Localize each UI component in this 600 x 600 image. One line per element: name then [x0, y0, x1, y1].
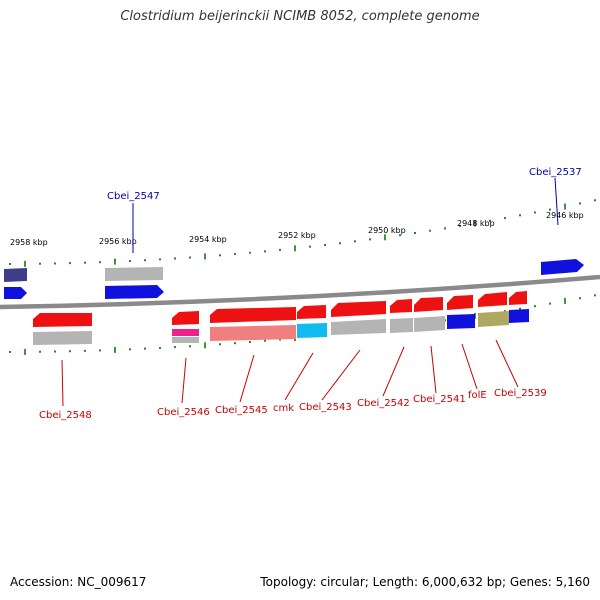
- scale-labels: 2958 kbp 2956 kbp 2954 kbp 2952 kbp 2950…: [10, 211, 584, 247]
- scale-label-2952: 2952 kbp: [278, 231, 316, 240]
- gene-feature[interactable]: [297, 323, 327, 338]
- bottom-gene-labels: [61, 339, 519, 407]
- gene-feature-cmk[interactable]: [297, 305, 326, 319]
- gene-feature-cbei-2547[interactable]: [105, 285, 164, 299]
- gene-label-cbei-2548[interactable]: Cbei_2548: [39, 410, 92, 421]
- gene-feature[interactable]: [414, 316, 445, 332]
- gene-label-cmk[interactable]: cmk: [273, 403, 294, 414]
- gene-label-cbei-2539[interactable]: Cbei_2539: [494, 388, 547, 399]
- gene-feature-cbei-2548[interactable]: [33, 313, 92, 327]
- accession-text: Accession: NC_009617: [10, 575, 147, 589]
- scale-label-2946: 2946 kbp: [546, 211, 584, 220]
- gene-feature-cbei-2546[interactable]: [172, 311, 199, 325]
- gene-label-cbei-2541[interactable]: Cbei_2541: [413, 394, 466, 405]
- scale-label-2954: 2954 kbp: [189, 235, 227, 244]
- gene-feature-cbei-2542[interactable]: [390, 299, 412, 313]
- gene-feature[interactable]: [390, 318, 413, 333]
- scale-label-2948: 2948 kbp: [457, 219, 495, 228]
- gene-label-cbei-2543[interactable]: Cbei_2543: [299, 402, 352, 413]
- upper-scale-ticks: [9, 199, 596, 267]
- gene-label-cbei-2547[interactable]: Cbei_2547: [107, 191, 160, 202]
- top-gene-labels: Cbei_2547 Cbei_2537: [107, 167, 582, 253]
- gene-feature[interactable]: [33, 331, 92, 345]
- gene-feature-cbei-2541[interactable]: [414, 297, 443, 312]
- gene-feature[interactable]: [4, 268, 27, 282]
- gene-feature-cbei-2539[interactable]: [478, 292, 507, 307]
- gene-feature[interactable]: [331, 319, 386, 335]
- gene-feature[interactable]: [509, 291, 527, 305]
- upper-strand-features: [4, 259, 584, 299]
- scale-label-2950: 2950 kbp: [368, 226, 406, 235]
- genome-info-text: Topology: circular; Length: 6,000,632 bp…: [260, 575, 590, 589]
- scale-label-2958: 2958 kbp: [10, 238, 48, 247]
- gene-feature-cbei-2537[interactable]: [541, 259, 584, 275]
- gene-feature[interactable]: [509, 309, 529, 323]
- gene-label-cbei-2546[interactable]: Cbei_2546: [157, 407, 210, 418]
- gene-feature[interactable]: [447, 314, 475, 329]
- gene-feature[interactable]: [172, 337, 199, 343]
- gene-feature[interactable]: [478, 311, 509, 327]
- gene-label-fole[interactable]: folE: [468, 390, 487, 401]
- bottom-gene-label-text: Cbei_2548 Cbei_2546 Cbei_2545 cmk Cbei_2…: [39, 388, 547, 421]
- gene-feature-cbei-2543[interactable]: [331, 301, 386, 317]
- gene-feature[interactable]: [4, 287, 27, 299]
- gene-label-cbei-2542[interactable]: Cbei_2542: [357, 398, 410, 409]
- gene-label-cbei-2537[interactable]: Cbei_2537: [529, 167, 582, 178]
- gene-feature[interactable]: [105, 267, 163, 281]
- gene-feature[interactable]: [210, 325, 296, 341]
- genome-backbone: [0, 274, 600, 310]
- lower-strand-features: [33, 291, 529, 345]
- gene-feature-cbei-2545[interactable]: [210, 307, 296, 323]
- scale-label-2956: 2956 kbp: [99, 237, 137, 246]
- gene-feature[interactable]: [172, 329, 199, 336]
- gene-feature-fole[interactable]: [447, 295, 473, 310]
- gene-label-cbei-2545[interactable]: Cbei_2545: [215, 405, 268, 416]
- map-title: Clostridium beijerinckii NCIMB 8052, com…: [120, 9, 480, 24]
